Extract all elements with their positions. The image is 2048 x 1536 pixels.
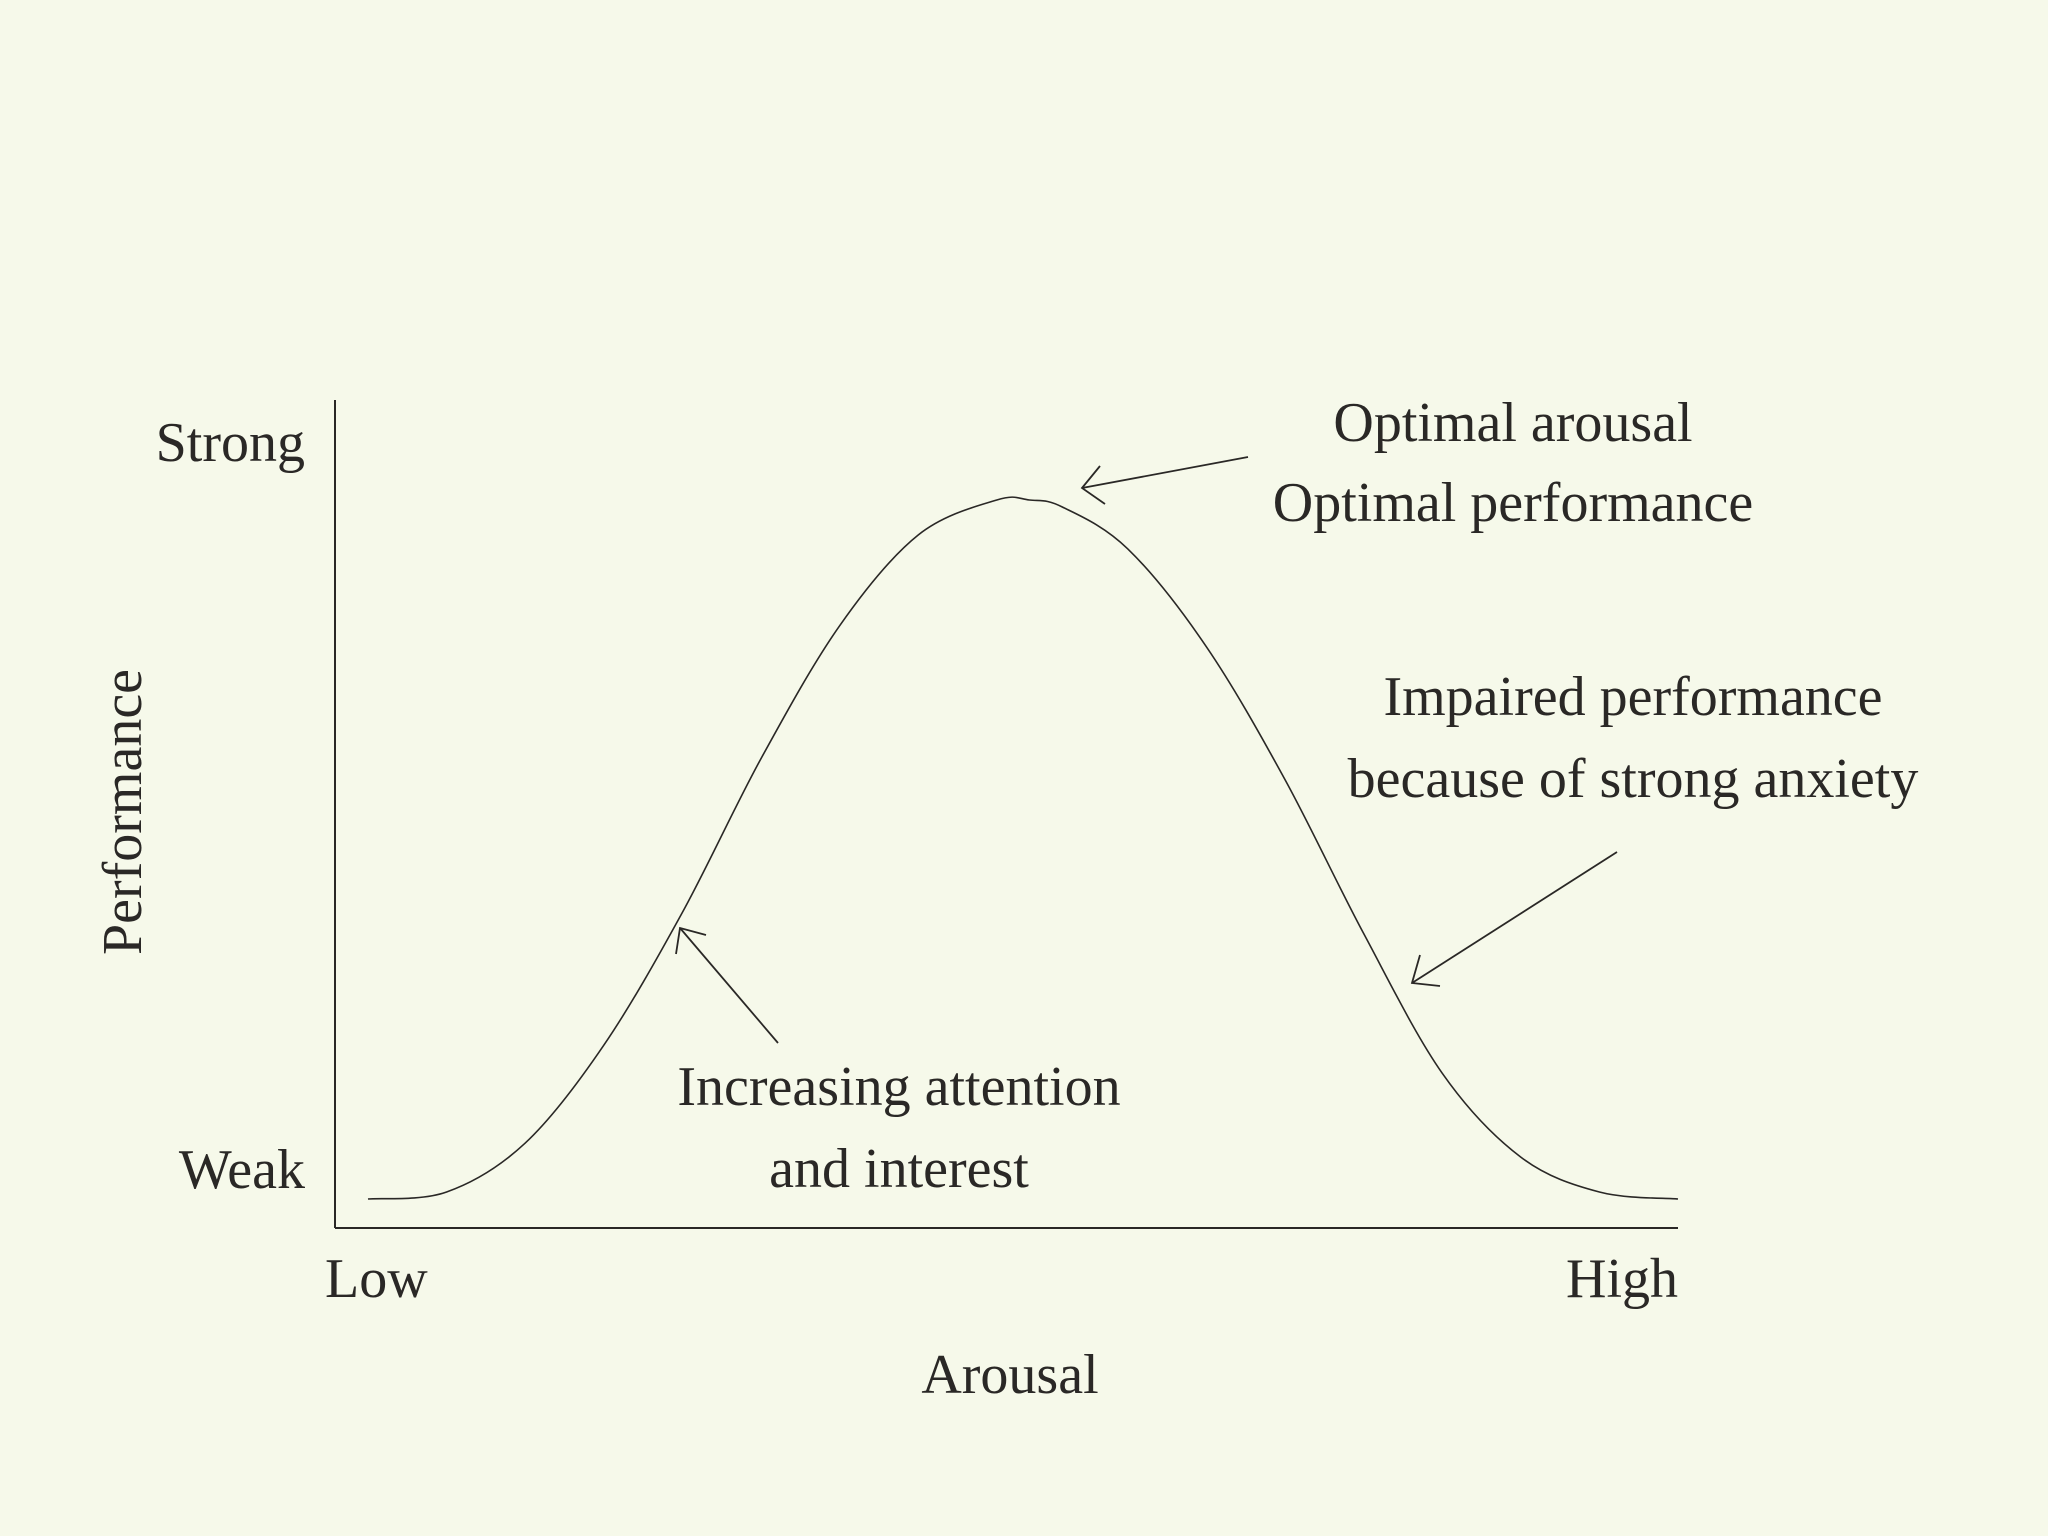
annotation-impaired-arrowhead bbox=[1410, 954, 1441, 987]
annotation-impaired-line-2: because of strong anxiety bbox=[1348, 748, 1919, 810]
y-tick-label-strong: Strong bbox=[156, 412, 305, 474]
annotation-optimal-line-2: Optimal performance bbox=[1273, 472, 1753, 534]
x-tick-label-high: High bbox=[1566, 1248, 1678, 1310]
annotation-increasing-line-1: Increasing attention bbox=[677, 1056, 1120, 1118]
annotation-optimal-arrowhead bbox=[1080, 465, 1106, 505]
annotation-increasing-line-2: and interest bbox=[769, 1138, 1029, 1200]
series-line bbox=[367, 496, 1679, 1200]
annotation-impaired-arrow bbox=[1411, 851, 1618, 984]
x-tick-label-low: Low bbox=[325, 1248, 428, 1310]
x-axis-title: Arousal bbox=[921, 1344, 1098, 1406]
annotation-increasing-arrow bbox=[679, 927, 779, 1044]
annotation-optimal-arrow bbox=[1081, 456, 1249, 489]
annotation-increasing-arrowhead bbox=[675, 926, 707, 955]
y-axis-title: Performance bbox=[92, 669, 154, 955]
y-tick-label-weak: Weak bbox=[179, 1139, 305, 1201]
annotation-optimal-line-1: Optimal arousal bbox=[1333, 392, 1692, 454]
annotation-impaired-line-1: Impaired performance bbox=[1383, 666, 1882, 728]
